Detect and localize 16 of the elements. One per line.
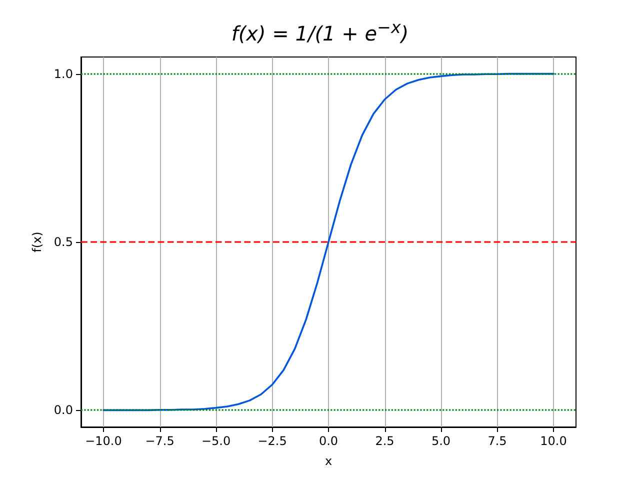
line-series bbox=[102, 72, 554, 412]
x-axis-title: x bbox=[324, 454, 332, 468]
y-tick-label: 0.5 bbox=[54, 235, 73, 249]
x-tick-label: 0.0 bbox=[318, 434, 338, 448]
y-axis-title: f(x) bbox=[30, 232, 44, 252]
x-tick-label: 2.5 bbox=[375, 434, 394, 448]
x-tick-label: 5.0 bbox=[431, 434, 451, 448]
y-tick-label: 1.0 bbox=[54, 66, 73, 81]
x-tick-label: −10.0 bbox=[85, 434, 122, 448]
x-tick-label: −2.5 bbox=[258, 434, 287, 448]
y-tick-label: 0.0 bbox=[54, 403, 73, 418]
x-tick-label: −7.5 bbox=[145, 434, 174, 448]
x-tick-label: 7.5 bbox=[488, 434, 507, 448]
x-tick-label: −5.0 bbox=[201, 434, 231, 448]
x-tick-label: 10.0 bbox=[540, 434, 567, 448]
chart-title: f(x) = 1/(1 + e$^{−x}$) bbox=[230, 18, 410, 46]
